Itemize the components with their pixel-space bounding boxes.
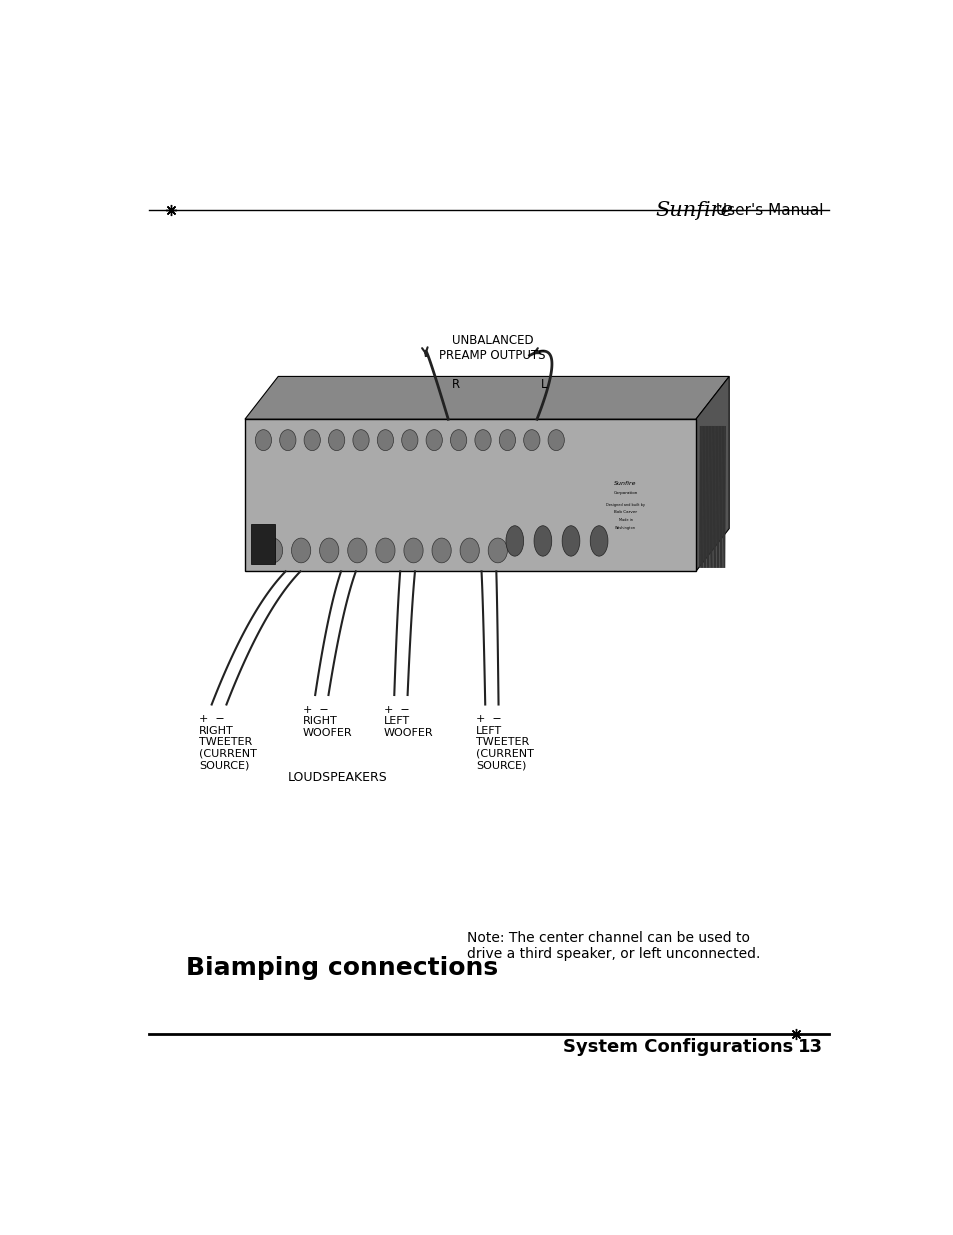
Ellipse shape <box>534 526 551 556</box>
Circle shape <box>498 430 515 451</box>
Text: Sunfire: Sunfire <box>614 482 637 487</box>
Ellipse shape <box>505 526 523 556</box>
Circle shape <box>353 430 369 451</box>
Text: 13: 13 <box>798 1037 822 1056</box>
Text: System Configurations: System Configurations <box>562 1037 792 1056</box>
Polygon shape <box>696 377 728 572</box>
Text: Sunfire: Sunfire <box>655 200 733 220</box>
Circle shape <box>255 430 272 451</box>
Text: Designed and built by: Designed and built by <box>605 503 644 506</box>
Polygon shape <box>245 377 728 419</box>
Bar <box>245 419 695 572</box>
Circle shape <box>488 538 507 563</box>
Circle shape <box>292 538 311 563</box>
Bar <box>251 524 274 563</box>
Text: +  −
LEFT
WOOFER: + − LEFT WOOFER <box>383 704 433 737</box>
Text: LOUDSPEAKERS: LOUDSPEAKERS <box>287 771 387 784</box>
Circle shape <box>432 538 451 563</box>
Ellipse shape <box>561 526 579 556</box>
Text: Washington: Washington <box>615 526 636 530</box>
Circle shape <box>347 538 367 563</box>
Text: UNBALANCED
PREAMP OUTPUTS: UNBALANCED PREAMP OUTPUTS <box>439 335 545 362</box>
Ellipse shape <box>590 526 607 556</box>
Text: Biamping connections: Biamping connections <box>186 956 497 981</box>
Text: User's Manual: User's Manual <box>710 203 822 217</box>
Text: R: R <box>451 378 459 390</box>
Circle shape <box>475 430 491 451</box>
Circle shape <box>401 430 417 451</box>
Text: Made in: Made in <box>618 517 632 522</box>
Text: Note: The center channel can be used to
drive a third speaker, or left unconnect: Note: The center channel can be used to … <box>466 931 760 961</box>
Text: Corporation: Corporation <box>613 492 638 495</box>
Circle shape <box>376 430 394 451</box>
Circle shape <box>450 430 466 451</box>
Circle shape <box>459 538 478 563</box>
Circle shape <box>263 538 282 563</box>
Circle shape <box>375 538 395 563</box>
Text: +  −
RIGHT
TWEETER
(CURRENT
SOURCE): + − RIGHT TWEETER (CURRENT SOURCE) <box>199 714 256 771</box>
Circle shape <box>426 430 442 451</box>
Text: +  −
LEFT
TWEETER
(CURRENT
SOURCE): + − LEFT TWEETER (CURRENT SOURCE) <box>476 714 534 771</box>
Circle shape <box>403 538 423 563</box>
Circle shape <box>547 430 564 451</box>
Text: L: L <box>540 378 547 390</box>
Circle shape <box>304 430 320 451</box>
Text: Bob Carver: Bob Carver <box>614 510 637 515</box>
Text: +  −
RIGHT
WOOFER: + − RIGHT WOOFER <box>302 704 352 737</box>
Circle shape <box>523 430 539 451</box>
Circle shape <box>319 538 338 563</box>
Circle shape <box>328 430 344 451</box>
Circle shape <box>279 430 295 451</box>
